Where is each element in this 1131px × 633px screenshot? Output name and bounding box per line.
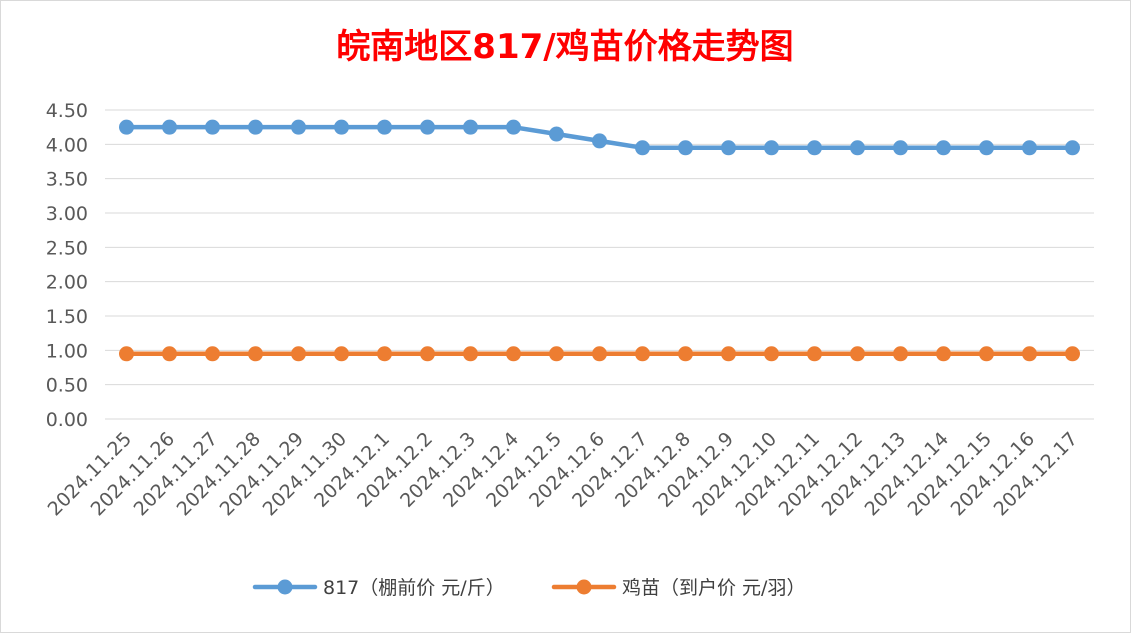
data-point	[1022, 140, 1037, 156]
data-point	[764, 140, 779, 156]
y-tick-label: 3.00	[46, 203, 88, 225]
y-tick-label: 2.50	[46, 237, 88, 259]
y-tick-label: 1.00	[46, 340, 88, 362]
data-point	[936, 140, 951, 156]
data-point	[506, 346, 521, 362]
data-point	[1065, 140, 1080, 156]
data-point	[162, 119, 177, 135]
data-point	[1065, 346, 1080, 362]
data-point	[463, 119, 478, 135]
legend-marker	[277, 579, 293, 595]
data-point	[420, 346, 435, 362]
gridlines	[105, 109, 1094, 420]
data-point	[635, 140, 650, 156]
data-point	[1022, 346, 1037, 362]
data-point	[377, 346, 392, 362]
legend-item-1: 817（棚前价 元/斤）	[252, 577, 505, 599]
data-point	[248, 119, 263, 135]
data-point	[807, 346, 822, 362]
data-point	[506, 119, 521, 135]
data-point	[592, 133, 607, 149]
chart-title: 皖南地区817/鸡苗价格走势图	[336, 27, 793, 67]
legend-label: 鸡苗（到户价 元/羽）	[622, 577, 805, 599]
data-point	[248, 346, 263, 362]
data-point	[893, 346, 908, 362]
data-point	[291, 346, 306, 362]
data-point	[807, 140, 822, 156]
data-point	[979, 140, 994, 156]
series-lines	[119, 119, 1080, 362]
data-point	[420, 119, 435, 135]
data-point	[291, 119, 306, 135]
data-point	[162, 346, 177, 362]
legend-item-2: 鸡苗（到户价 元/羽）	[551, 577, 805, 599]
legend: 817（棚前价 元/斤） 鸡苗（到户价 元/羽）	[252, 577, 805, 599]
data-point	[119, 346, 134, 362]
data-point	[850, 346, 865, 362]
data-point	[463, 346, 478, 362]
legend-label: 817（棚前价 元/斤）	[323, 577, 505, 599]
data-point	[205, 346, 220, 362]
data-point	[549, 126, 564, 142]
data-point	[764, 346, 779, 362]
y-axis-tick-labels: 0.00 0.50 1.00 1.50 2.00 2.50 3.00 3.50 4.00 4.50	[46, 100, 88, 431]
y-tick-label: 4.00	[46, 134, 88, 156]
data-point	[979, 346, 994, 362]
data-point	[549, 346, 564, 362]
data-point	[635, 346, 650, 362]
data-point	[721, 346, 736, 362]
data-point	[205, 119, 220, 135]
data-point	[377, 119, 392, 135]
y-tick-label: 0.50	[46, 375, 88, 397]
data-point	[119, 119, 134, 135]
y-tick-label: 3.50	[46, 169, 88, 191]
data-point	[334, 119, 349, 135]
data-point	[936, 346, 951, 362]
data-point	[893, 140, 908, 156]
data-point	[678, 140, 693, 156]
data-point	[678, 346, 693, 362]
data-point	[334, 346, 349, 362]
data-point	[850, 140, 865, 156]
y-tick-label: 2.00	[46, 272, 88, 294]
y-tick-label: 0.00	[46, 409, 88, 431]
x-axis-tick-labels: 2024.11.252024.11.262024.11.272024.11.28…	[44, 428, 1082, 520]
data-point	[592, 346, 607, 362]
data-point	[721, 140, 736, 156]
legend-marker	[576, 579, 592, 595]
y-tick-label: 1.50	[46, 306, 88, 328]
y-tick-label: 4.50	[46, 100, 88, 122]
